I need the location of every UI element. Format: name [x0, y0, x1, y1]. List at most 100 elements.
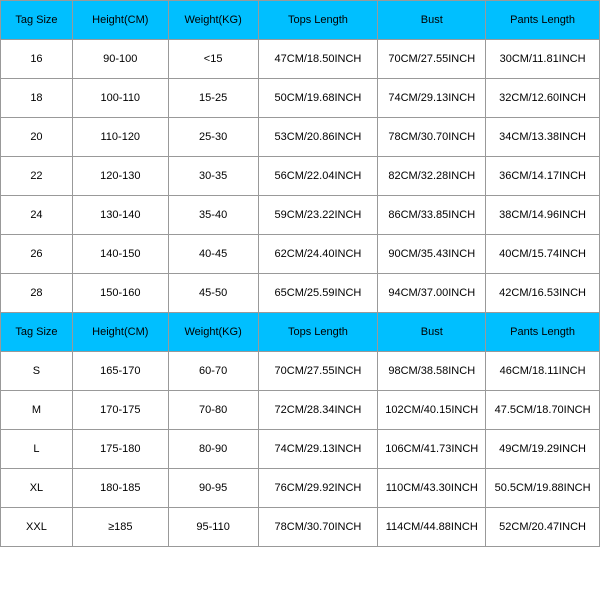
cell-weight: 35-40: [168, 196, 258, 235]
table-row: 28150-16045-5065CM/25.59INCH94CM/37.00IN…: [1, 274, 600, 313]
cell-height: 110-120: [72, 118, 168, 157]
header-cell-weight: Weight(KG): [168, 313, 258, 352]
cell-weight: 90-95: [168, 469, 258, 508]
cell-size: XL: [1, 469, 73, 508]
cell-size: L: [1, 430, 73, 469]
cell-pants: 38CM/14.96INCH: [486, 196, 600, 235]
cell-pants: 36CM/14.17INCH: [486, 157, 600, 196]
cell-size: 20: [1, 118, 73, 157]
cell-size: 22: [1, 157, 73, 196]
cell-height: 165-170: [72, 352, 168, 391]
cell-bust: 70CM/27.55INCH: [378, 40, 486, 79]
cell-height: 150-160: [72, 274, 168, 313]
cell-tops: 65CM/25.59INCH: [258, 274, 378, 313]
cell-pants: 50.5CM/19.88INCH: [486, 469, 600, 508]
cell-tops: 56CM/22.04INCH: [258, 157, 378, 196]
table-row: 18100-11015-2550CM/19.68INCH74CM/29.13IN…: [1, 79, 600, 118]
cell-weight: 60-70: [168, 352, 258, 391]
cell-height: 140-150: [72, 235, 168, 274]
cell-bust: 94CM/37.00INCH: [378, 274, 486, 313]
cell-height: 180-185: [72, 469, 168, 508]
cell-pants: 49CM/19.29INCH: [486, 430, 600, 469]
cell-bust: 102CM/40.15INCH: [378, 391, 486, 430]
cell-pants: 46CM/18.11INCH: [486, 352, 600, 391]
cell-pants: 34CM/13.38INCH: [486, 118, 600, 157]
size-chart: Tag SizeHeight(CM)Weight(KG)Tops LengthB…: [0, 0, 600, 547]
header-cell-pants: Pants Length: [486, 1, 600, 40]
table-row: S165-17060-7070CM/27.55INCH98CM/38.58INC…: [1, 352, 600, 391]
header-cell-tag_size: Tag Size: [1, 313, 73, 352]
cell-pants: 47.5CM/18.70INCH: [486, 391, 600, 430]
cell-height: 120-130: [72, 157, 168, 196]
table-row: M170-17570-8072CM/28.34INCH102CM/40.15IN…: [1, 391, 600, 430]
cell-weight: 30-35: [168, 157, 258, 196]
cell-weight: 70-80: [168, 391, 258, 430]
cell-tops: 74CM/29.13INCH: [258, 430, 378, 469]
header-cell-tops: Tops Length: [258, 313, 378, 352]
table-row: XL180-18590-9576CM/29.92INCH110CM/43.30I…: [1, 469, 600, 508]
cell-tops: 72CM/28.34INCH: [258, 391, 378, 430]
cell-tops: 53CM/20.86INCH: [258, 118, 378, 157]
cell-weight: 15-25: [168, 79, 258, 118]
cell-bust: 106CM/41.73INCH: [378, 430, 486, 469]
cell-weight: 25-30: [168, 118, 258, 157]
cell-weight: 40-45: [168, 235, 258, 274]
cell-bust: 74CM/29.13INCH: [378, 79, 486, 118]
cell-pants: 40CM/15.74INCH: [486, 235, 600, 274]
cell-size: 18: [1, 79, 73, 118]
cell-bust: 86CM/33.85INCH: [378, 196, 486, 235]
cell-tops: 76CM/29.92INCH: [258, 469, 378, 508]
cell-tops: 78CM/30.70INCH: [258, 508, 378, 547]
cell-weight: 95-110: [168, 508, 258, 547]
header-cell-tag_size: Tag Size: [1, 1, 73, 40]
table-row: 26140-15040-4562CM/24.40INCH90CM/35.43IN…: [1, 235, 600, 274]
header-cell-height: Height(CM): [72, 313, 168, 352]
size-table: Tag SizeHeight(CM)Weight(KG)Tops LengthB…: [0, 0, 600, 547]
cell-size: 16: [1, 40, 73, 79]
cell-size: 28: [1, 274, 73, 313]
cell-size: XXL: [1, 508, 73, 547]
cell-height: 90-100: [72, 40, 168, 79]
cell-bust: 78CM/30.70INCH: [378, 118, 486, 157]
cell-bust: 114CM/44.88INCH: [378, 508, 486, 547]
header-row: Tag SizeHeight(CM)Weight(KG)Tops LengthB…: [1, 313, 600, 352]
table-row: 20110-12025-3053CM/20.86INCH78CM/30.70IN…: [1, 118, 600, 157]
cell-bust: 98CM/38.58INCH: [378, 352, 486, 391]
header-cell-bust: Bust: [378, 1, 486, 40]
cell-height: 100-110: [72, 79, 168, 118]
cell-height: 170-175: [72, 391, 168, 430]
header-row: Tag SizeHeight(CM)Weight(KG)Tops LengthB…: [1, 1, 600, 40]
cell-height: 175-180: [72, 430, 168, 469]
cell-tops: 62CM/24.40INCH: [258, 235, 378, 274]
cell-pants: 30CM/11.81INCH: [486, 40, 600, 79]
cell-height: 130-140: [72, 196, 168, 235]
cell-tops: 59CM/23.22INCH: [258, 196, 378, 235]
cell-height: ≥185: [72, 508, 168, 547]
cell-size: M: [1, 391, 73, 430]
cell-tops: 47CM/18.50INCH: [258, 40, 378, 79]
cell-size: S: [1, 352, 73, 391]
header-cell-tops: Tops Length: [258, 1, 378, 40]
header-cell-weight: Weight(KG): [168, 1, 258, 40]
cell-tops: 50CM/19.68INCH: [258, 79, 378, 118]
table-row: L175-18080-9074CM/29.13INCH106CM/41.73IN…: [1, 430, 600, 469]
cell-bust: 90CM/35.43INCH: [378, 235, 486, 274]
header-cell-bust: Bust: [378, 313, 486, 352]
cell-tops: 70CM/27.55INCH: [258, 352, 378, 391]
table-row: 1690-100<1547CM/18.50INCH70CM/27.55INCH3…: [1, 40, 600, 79]
cell-pants: 32CM/12.60INCH: [486, 79, 600, 118]
table-row: XXL≥18595-11078CM/30.70INCH114CM/44.88IN…: [1, 508, 600, 547]
table-row: 24130-14035-4059CM/23.22INCH86CM/33.85IN…: [1, 196, 600, 235]
cell-pants: 52CM/20.47INCH: [486, 508, 600, 547]
cell-weight: 45-50: [168, 274, 258, 313]
cell-size: 26: [1, 235, 73, 274]
table-row: 22120-13030-3556CM/22.04INCH82CM/32.28IN…: [1, 157, 600, 196]
cell-pants: 42CM/16.53INCH: [486, 274, 600, 313]
cell-bust: 110CM/43.30INCH: [378, 469, 486, 508]
cell-size: 24: [1, 196, 73, 235]
cell-weight: 80-90: [168, 430, 258, 469]
header-cell-pants: Pants Length: [486, 313, 600, 352]
cell-weight: <15: [168, 40, 258, 79]
cell-bust: 82CM/32.28INCH: [378, 157, 486, 196]
header-cell-height: Height(CM): [72, 1, 168, 40]
